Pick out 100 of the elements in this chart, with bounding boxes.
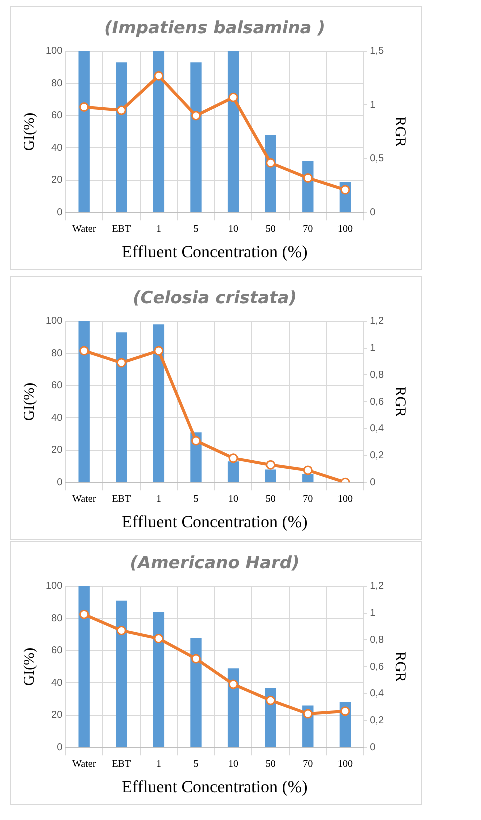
- y2-tick-label: 0,2: [370, 715, 384, 726]
- y2-tick-label: 0: [370, 207, 376, 218]
- bar: [153, 612, 165, 748]
- y2-axis-title: RGR: [392, 652, 408, 682]
- y-tick-label: 20: [52, 445, 64, 456]
- y2-axis-title: RGR: [392, 386, 408, 418]
- x-axis-title: Effluent Concentration (%): [122, 242, 308, 262]
- x-tick-label: 50: [266, 224, 276, 236]
- x-tick-label: 100: [338, 224, 353, 236]
- y2-tick-label: 0,2: [370, 450, 384, 462]
- y-tick-label: 60: [52, 646, 64, 657]
- bar: [228, 51, 240, 212]
- y-tick-label: 20: [52, 175, 64, 186]
- point: [191, 654, 201, 664]
- point: [80, 102, 90, 112]
- point: [303, 173, 313, 183]
- y2-tick-label: 0,8: [370, 634, 384, 646]
- x-tick-label: 70: [303, 759, 314, 770]
- point: [116, 106, 126, 116]
- y2-tick-label: 0,6: [370, 662, 384, 673]
- point: [340, 706, 350, 716]
- point: [340, 185, 350, 195]
- x-tick-label: EBT: [112, 494, 132, 506]
- point: [116, 626, 126, 636]
- x-tick-label: 70: [303, 494, 314, 506]
- x-tick-label: 10: [228, 494, 239, 506]
- x-tick-label: EBT: [112, 224, 132, 236]
- point: [266, 158, 276, 168]
- bar: [190, 62, 202, 212]
- bar: [116, 332, 128, 482]
- x-tick-label: 5: [194, 494, 199, 506]
- point: [228, 92, 238, 102]
- point: [303, 709, 313, 719]
- point: [191, 436, 201, 446]
- y2-tick-label: 0,4: [370, 688, 384, 700]
- y-tick-label: 20: [52, 710, 64, 722]
- x-tick-label: Water: [72, 224, 97, 236]
- x-tick-label: 100: [338, 494, 353, 506]
- x-tick-label: 1: [156, 494, 162, 506]
- point: [116, 358, 126, 368]
- y2-tick-label: 1: [370, 608, 376, 620]
- y2-tick-label: 0: [370, 742, 376, 754]
- point: [266, 460, 276, 470]
- y-tick-label: 100: [46, 316, 64, 328]
- y2-tick-label: 1,5: [370, 46, 384, 58]
- x-tick-label: 5: [194, 224, 199, 236]
- y2-tick-label: 0,6: [370, 396, 384, 408]
- y2-tick-label: 1: [370, 100, 376, 111]
- bar: [78, 321, 90, 482]
- x-tick-label: 10: [228, 759, 239, 770]
- y-tick-label: 80: [52, 348, 64, 360]
- x-tick-label: 50: [266, 494, 276, 506]
- y-tick-label: 80: [52, 78, 64, 90]
- y-tick-label: 0: [57, 742, 64, 754]
- point: [228, 680, 238, 690]
- y-tick-label: 40: [52, 142, 64, 154]
- y-axis-title: GI(%): [22, 648, 38, 686]
- x-tick-label: 5: [194, 759, 199, 770]
- y2-tick-label: 1,2: [370, 316, 384, 328]
- y-tick-label: 100: [46, 46, 64, 58]
- y-tick-label: 40: [52, 678, 64, 689]
- x-tick-label: 1: [156, 759, 162, 770]
- bar: [265, 470, 276, 482]
- bar: [302, 474, 314, 482]
- y2-axis-title: RGR: [392, 116, 408, 148]
- y2-tick-label: 0: [370, 477, 376, 488]
- y-tick-label: 80: [52, 613, 64, 624]
- point: [154, 634, 164, 644]
- chart-title: (Celosia cristata): [133, 288, 297, 309]
- bar: [228, 462, 240, 482]
- point: [191, 111, 201, 121]
- bar: [153, 324, 165, 482]
- bar: [78, 586, 90, 748]
- y2-tick-label: 0,8: [370, 370, 384, 381]
- y-axis-title: GI(%): [22, 112, 38, 152]
- x-axis-title: Effluent Concentration (%): [122, 512, 308, 532]
- chart-title: (Americano Hard): [130, 554, 300, 574]
- y-tick-label: 0: [57, 207, 64, 218]
- point: [154, 71, 164, 81]
- bar: [153, 51, 165, 212]
- point: [154, 346, 164, 356]
- x-tick-label: Water: [72, 494, 97, 506]
- point: [303, 466, 313, 476]
- y2-tick-label: 0,4: [370, 424, 384, 435]
- bar: [116, 600, 128, 748]
- y2-tick-label: 0,5: [370, 154, 384, 165]
- x-tick-label: 10: [228, 224, 239, 236]
- x-tick-label: Water: [72, 759, 97, 770]
- y-tick-label: 100: [46, 581, 64, 592]
- x-tick-label: 100: [338, 759, 353, 770]
- x-tick-label: 70: [303, 224, 314, 236]
- point: [80, 610, 90, 620]
- y-axis-title: GI(%): [22, 382, 38, 422]
- point: [80, 346, 90, 356]
- x-tick-label: 50: [266, 759, 276, 770]
- y2-tick-label: 1: [370, 343, 376, 354]
- y2-tick-label: 1,2: [370, 581, 384, 592]
- chart-title: (Impatiens balsamina ): [104, 18, 326, 39]
- point: [266, 696, 276, 706]
- bar: [116, 62, 128, 212]
